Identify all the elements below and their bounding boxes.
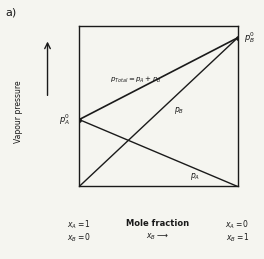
- Text: $x_B=1$: $x_B=1$: [225, 232, 250, 244]
- Text: a): a): [5, 8, 17, 18]
- Text: $x_A=0$: $x_A=0$: [225, 219, 250, 231]
- Text: $p_A$: $p_A$: [190, 171, 200, 182]
- Text: $x_A=1$: $x_A=1$: [67, 219, 91, 231]
- Text: $x_B \longrightarrow$: $x_B \longrightarrow$: [146, 232, 168, 242]
- Text: $p_A^0$: $p_A^0$: [59, 112, 70, 127]
- Text: $p_{Total}= p_A + p_B$: $p_{Total}= p_A + p_B$: [110, 75, 162, 85]
- Text: Vapour pressure: Vapour pressure: [14, 80, 23, 143]
- Text: $p_B$: $p_B$: [174, 105, 185, 116]
- Text: $p_B^0$: $p_B^0$: [244, 30, 255, 45]
- Text: $x_B=0$: $x_B=0$: [67, 232, 91, 244]
- Text: Mole fraction: Mole fraction: [125, 219, 189, 228]
